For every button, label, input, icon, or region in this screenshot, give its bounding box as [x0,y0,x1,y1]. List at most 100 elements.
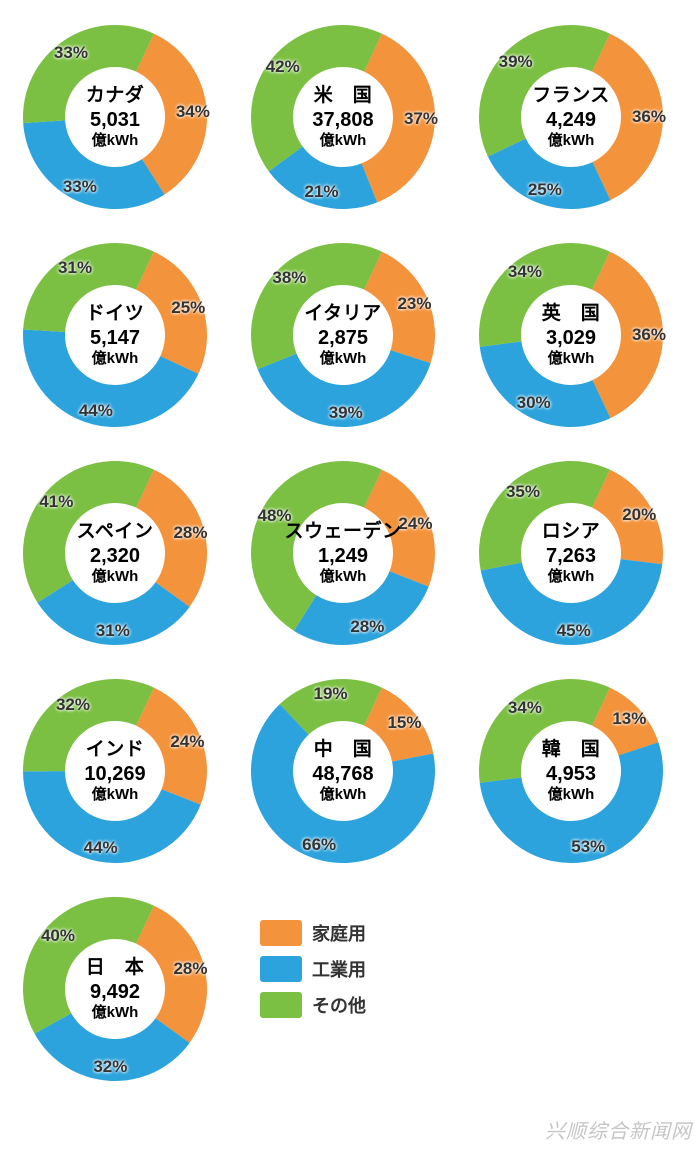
country-value: 2,875 [304,327,381,350]
pct-label-household: 28% [173,523,207,543]
pct-label-other: 31% [58,258,92,278]
country-value: 1,249 [284,545,401,568]
unit-label: 億kWh [542,568,601,585]
pct-label-other: 32% [56,695,90,715]
donut-chart: 13% 53% 34% 韓 国4,953億kWh [466,666,676,876]
pct-label-industrial: 53% [571,837,605,857]
country-value: 5,031 [86,109,145,132]
unit-label: 億kWh [77,568,154,585]
donut-center: 中 国48,768億kWh [312,739,373,803]
pct-label-household: 24% [398,514,432,534]
legend-label-text: 工業用 [312,956,366,982]
donut-chart: 28% 31% 41%スペイン2,320億kWh [10,448,220,658]
pct-label-household: 25% [171,298,205,318]
donut-center: フランス4,249億kWh [532,85,610,149]
unit-label: 億kWh [86,132,145,149]
pct-label-industrial: 45% [557,621,591,641]
country-name: ドイツ [86,303,145,325]
pct-label-industrial: 32% [93,1057,127,1077]
pct-label-other: 19% [314,684,348,704]
donut-chart: 28%32%40%日 本9,492億kWh [10,884,220,1094]
pct-label-industrial: 30% [517,393,551,413]
donut-center: 日 本9,492億kWh [86,957,145,1021]
donut-chart: 34%33%33%カナダ5,031億kWh [10,12,220,222]
country-name: ロシア [542,521,601,543]
country-name: 英 国 [542,303,601,325]
country-name: 日 本 [86,957,145,979]
pct-label-industrial: 31% [96,621,130,641]
unit-label: 億kWh [86,1004,145,1021]
legend-item-household: 家庭用 [260,920,366,946]
pct-label-other: 35% [506,482,540,502]
donut-chart: 25% 44% 31% ドイツ5,147億kWh [10,230,220,440]
unit-label: 億kWh [312,786,373,803]
legend-label-text: その他 [312,992,366,1018]
unit-label: 億kWh [312,132,373,149]
pct-label-other: 38% [272,268,306,288]
pct-label-other: 39% [499,52,533,72]
donut-center: スウェーデン1,249億kWh [284,521,401,585]
watermark-text: 兴顺综合新闻网 [545,1115,692,1144]
country-value: 9,492 [86,981,145,1004]
pct-label-other: 34% [508,698,542,718]
pct-label-household: 13% [612,709,646,729]
pct-label-industrial: 39% [329,403,363,423]
donut-center: イタリア2,875億kWh [304,303,381,367]
unit-label: 億kWh [542,350,601,367]
pct-label-industrial: 25% [528,180,562,200]
unit-label: 億kWh [542,786,601,803]
donut-chart: 20%45%35%ロシア7,263億kWh [466,448,676,658]
country-value: 37,808 [312,109,373,132]
donut-chart: 37% 21% 42% 米 国37,808億kWh [238,12,448,222]
legend-label-text: 家庭用 [312,920,366,946]
country-name: フランス [532,85,610,107]
donut-chart: 36% 25% 39% フランス4,249億kWh [466,12,676,222]
pct-label-industrial: 44% [84,838,118,858]
pct-label-other: 34% [508,262,542,282]
pct-label-industrial: 44% [79,401,113,421]
pct-label-household: 34% [176,102,210,122]
pct-label-industrial: 66% [302,835,336,855]
country-value: 4,953 [542,763,601,786]
country-name: 米 国 [312,85,373,107]
unit-label: 億kWh [86,350,145,367]
country-value: 2,320 [77,545,154,568]
donut-center: 英 国3,029億kWh [542,303,601,367]
pct-label-industrial: 33% [63,177,97,197]
country-value: 7,263 [542,545,601,568]
country-value: 48,768 [312,763,373,786]
donut-center: ドイツ5,147億kWh [86,303,145,367]
pct-label-household: 15% [387,713,421,733]
pct-label-household: 36% [632,107,666,127]
country-name: 韓 国 [542,739,601,761]
donut-center: ロシア7,263億kWh [542,521,601,585]
pct-label-household: 37% [404,109,438,129]
country-name: スペイン [77,521,154,543]
country-name: 中 国 [312,739,373,761]
donut-center: インド10,269億kWh [84,739,145,803]
donut-chart: 23% 39% 38% イタリア2,875億kWh [238,230,448,440]
pct-label-industrial: 28% [350,617,384,637]
unit-label: 億kWh [84,786,145,803]
country-name: スウェーデン [284,521,401,543]
donut-center: カナダ5,031億kWh [86,85,145,149]
country-value: 5,147 [86,327,145,350]
pct-label-other: 42% [266,57,300,77]
legend-swatch [260,992,302,1018]
pct-label-household: 23% [397,294,431,314]
legend: 家庭用工業用その他 [260,920,366,1018]
donut-center: 米 国37,808億kWh [312,85,373,149]
unit-label: 億kWh [532,132,610,149]
unit-label: 億kWh [284,568,401,585]
legend-swatch [260,920,302,946]
pct-label-household: 24% [170,732,204,752]
country-name: インド [84,739,145,761]
legend-item-industrial: 工業用 [260,956,366,982]
pct-label-other: 41% [39,492,73,512]
donut-chart: 24% 44% 32% インド10,269億kWh [10,666,220,876]
country-value: 3,029 [542,327,601,350]
pct-label-industrial: 21% [304,182,338,202]
country-value: 4,249 [532,109,610,132]
donut-chart: 15% 66% 19% 中 国48,768億kWh [238,666,448,876]
donut-chart: 36%30%34%英 国3,029億kWh [466,230,676,440]
